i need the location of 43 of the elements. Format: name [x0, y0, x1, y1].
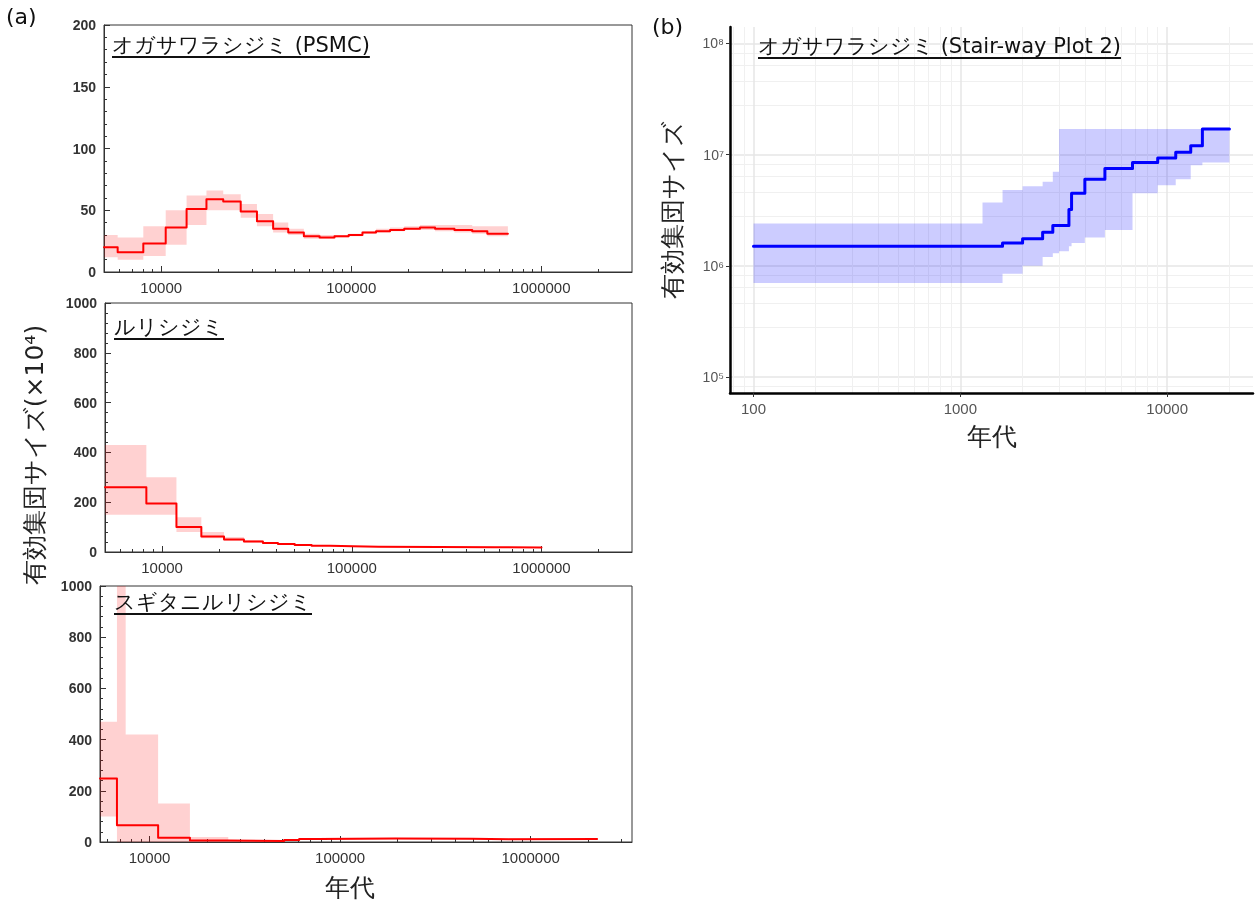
x-tick-label: 1000000 — [512, 279, 571, 296]
y-tick-label: 600 — [73, 394, 98, 411]
y-tick-label: 10⁵ — [702, 369, 724, 386]
x-tick-label: 10000 — [141, 559, 183, 576]
y-tick-label: 100 — [72, 140, 97, 157]
y-tick-label: 200 — [68, 782, 93, 799]
text: (b) — [652, 14, 684, 39]
x-tick-label: 10000 — [1146, 400, 1189, 417]
y-tick-label: 50 — [80, 202, 97, 219]
y-tick-label: 400 — [73, 444, 98, 461]
chart-title: オガサワラシジミ (Stair-way Plot 2) — [758, 33, 1121, 60]
y-tick-label: 0 — [84, 834, 93, 850]
x-axis-title: 年代 — [967, 421, 1017, 453]
x-tick-label: 1000000 — [501, 849, 560, 866]
chart-title: オガサワラシジミ (PSMC) — [112, 32, 370, 59]
text: ルリシジミ — [114, 314, 224, 341]
x-tick-label: 10000 — [140, 279, 183, 296]
text: (a) — [6, 4, 37, 29]
y-tick-label: 200 — [72, 17, 97, 33]
x-tick-label: 100000 — [315, 849, 366, 866]
y-tick-label: 800 — [73, 344, 98, 361]
x-tick-label: 1000 — [943, 400, 978, 417]
x-tick-label: 1000000 — [512, 559, 571, 576]
x-tick-label: 10000 — [128, 849, 171, 866]
y-tick-label: 0 — [88, 264, 97, 280]
y-axis-title: 有効集団サイズ(×10⁴) — [18, 324, 50, 586]
y-tick-label: 0 — [89, 544, 98, 560]
chart-title: スギタニルリシジミ — [114, 589, 312, 616]
x-tick-label: 100000 — [326, 279, 377, 296]
y-tick-label: 10⁶ — [702, 257, 724, 274]
y-axis-title: 有効集団サイズ — [656, 121, 688, 299]
y-tick-label: 400 — [68, 731, 93, 748]
x-tick-label: 100000 — [326, 559, 377, 576]
x-tick-label: 100 — [740, 400, 766, 417]
y-tick-label: 1000 — [65, 295, 98, 311]
y-tick-label: 10⁷ — [703, 146, 724, 163]
y-tick-label: 150 — [72, 78, 97, 95]
y-tick-label: 600 — [68, 680, 93, 697]
y-tick-label: 800 — [68, 629, 93, 646]
y-tick-label: 1000 — [60, 578, 93, 594]
y-tick-label: 200 — [73, 494, 98, 511]
x-axis-title: 年代 — [325, 872, 375, 904]
y-tick-label: 10⁸ — [702, 35, 725, 52]
